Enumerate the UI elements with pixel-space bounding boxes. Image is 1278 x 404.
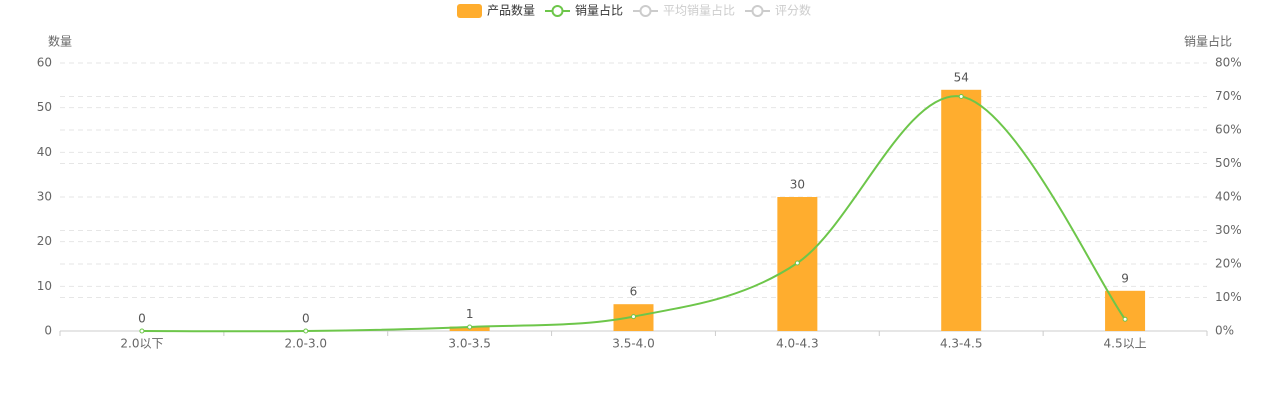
legend-label[interactable]: 评分数 (775, 3, 811, 18)
x-tick-label: 2.0以下 (120, 337, 163, 351)
y-tick-label: 0 (44, 324, 52, 338)
y2-tick-label: 0% (1215, 324, 1234, 338)
bar-value-label: 6 (630, 285, 638, 299)
y2-tick-label: 40% (1215, 190, 1242, 204)
bar-value-label: 0 (302, 312, 310, 326)
y-tick-label: 20 (37, 234, 52, 248)
y2-tick-label: 50% (1215, 156, 1242, 170)
y2-tick-label: 10% (1215, 290, 1242, 304)
x-tick-label: 4.3-4.5 (940, 337, 983, 351)
y2-tick-label: 60% (1215, 123, 1242, 137)
y-tick-label: 10 (37, 279, 52, 293)
bar-value-label: 54 (954, 70, 969, 84)
line (141, 95, 1126, 333)
y2-tick-label: 70% (1215, 89, 1242, 103)
legend-label[interactable]: 销量占比 (575, 3, 623, 18)
line-point (139, 328, 145, 334)
legend-swatch[interactable] (457, 4, 482, 18)
line-point (794, 260, 800, 266)
line-point (631, 314, 636, 320)
y-axis-title: 数量 (48, 34, 72, 49)
y2-axis-title: 销量占比 (1184, 34, 1232, 49)
y2-tick-label: 80% (1215, 56, 1242, 70)
bar (941, 89, 982, 331)
line-point (467, 324, 473, 330)
y-tick-label: 50 (37, 100, 52, 114)
legend-swatch[interactable] (551, 5, 564, 17)
line-point (303, 328, 309, 334)
legend-label[interactable]: 产品数量 (487, 3, 535, 18)
x-tick-label: 2.0-3.0 (285, 337, 328, 351)
legend-label[interactable]: 平均销量占比 (663, 3, 735, 18)
bar-value-label: 1 (466, 307, 474, 321)
y-tick-label: 40 (37, 145, 52, 159)
x-tick-label: 4.0-4.3 (776, 337, 819, 351)
y-tick-label: 30 (37, 190, 52, 204)
x-tick-label: 4.5以上 (1104, 337, 1147, 351)
x-tick-label: 3.0-3.5 (448, 337, 491, 351)
legend-swatch[interactable] (751, 5, 764, 17)
bar-value-label: 30 (790, 178, 805, 192)
legend-swatch[interactable] (639, 5, 652, 17)
y-tick-label: 60 (37, 56, 52, 70)
line-point (958, 94, 964, 99)
line-point (1122, 316, 1128, 322)
bar-value-label: 0 (138, 312, 146, 326)
x-tick-label: 3.5-4.0 (612, 337, 655, 351)
bar-value-label: 9 (1121, 271, 1129, 285)
y2-tick-label: 20% (1215, 257, 1242, 271)
y2-tick-label: 30% (1215, 223, 1242, 237)
